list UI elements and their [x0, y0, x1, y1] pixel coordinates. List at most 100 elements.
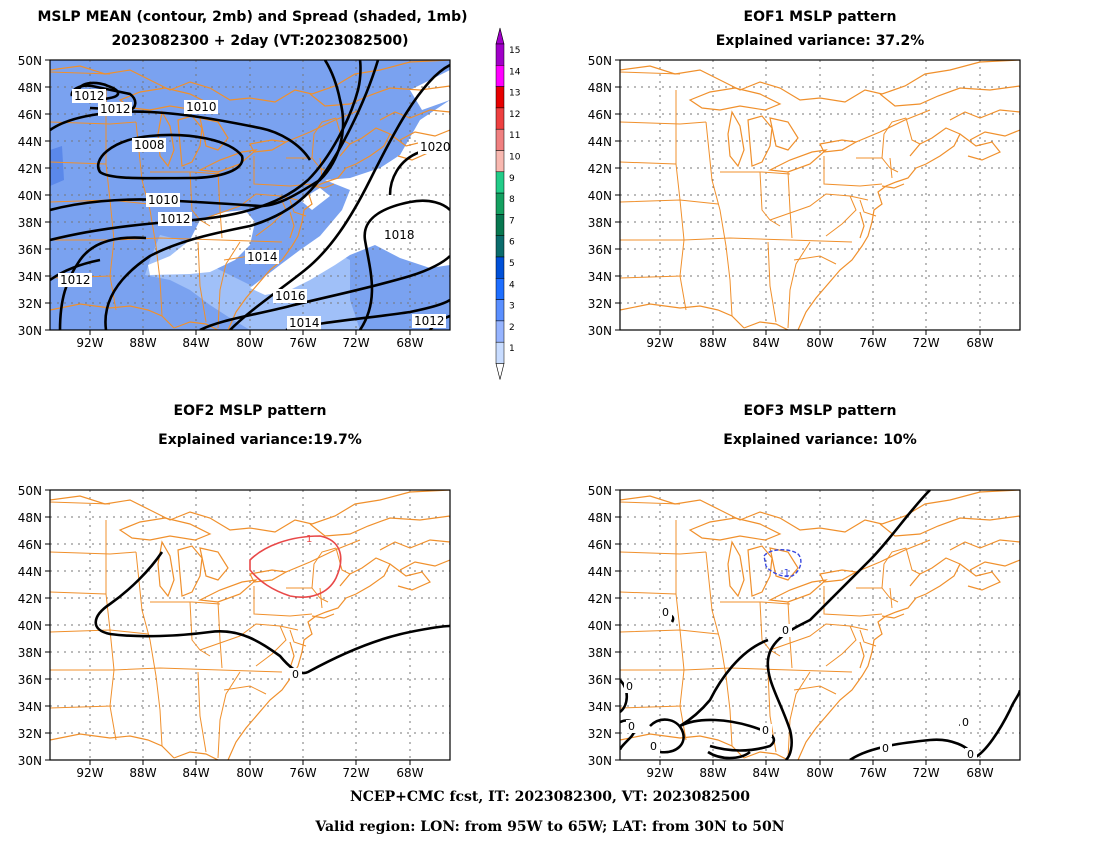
lat-tick-label: 32N [588, 297, 612, 311]
lat-tick-label: 42N [588, 162, 612, 176]
lon-tick-label: 80W [806, 766, 833, 780]
isobar-label: 1018 [384, 228, 415, 242]
colorbar-swatch [495, 150, 505, 173]
state-borders [50, 501, 351, 759]
colorbar-label: 6 [509, 238, 515, 248]
lon-tick-label: 84W [182, 766, 209, 780]
mslp-panel: 1012 1012 1010 1008 1010 1012 1014 1016 … [49, 59, 451, 331]
lat-tick-label: 38N [588, 646, 612, 660]
lon-tick-label: 92W [76, 336, 103, 350]
isobar-label: 1012 [160, 212, 191, 226]
lat-tick-label: 38N [588, 216, 612, 230]
lat-tick-label: 42N [588, 592, 612, 606]
mslp-title-line2: 2023082300 + 2day (VT:2023082500) [111, 33, 409, 49]
colorbar-swatch [495, 192, 505, 215]
lon-tick-label: 80W [806, 336, 833, 350]
eof3-panel: 0 0 0 0 0 0 0 0 0 -1 [619, 489, 1021, 761]
colorbar-label: 14 [509, 67, 521, 77]
colorbar-label: 13 [509, 89, 520, 99]
eof3-zero-label: 0 [626, 680, 633, 693]
lon-tick-label: 72W [342, 336, 369, 350]
lat-tick-label: 32N [18, 727, 42, 741]
colorbar-label: 2 [509, 323, 515, 333]
grid-lines [50, 490, 450, 760]
lat-tick-label: 36N [588, 673, 612, 687]
lat-tick-label: 42N [18, 162, 42, 176]
lat-tick-label: 30N [18, 324, 42, 338]
lat-tick-label: 44N [588, 565, 612, 579]
eof2-zero-label: 0 [292, 668, 299, 681]
lon-tick-label: 68W [966, 336, 993, 350]
lat-tick-label: 34N [588, 700, 612, 714]
lat-tick-label: 48N [588, 81, 612, 95]
lat-tick-label: 46N [588, 538, 612, 552]
colorbar-swatch [495, 235, 505, 258]
lon-tick-label: 72W [912, 766, 939, 780]
isobar-label: 1016 [275, 289, 306, 303]
lon-tick-label: 92W [646, 336, 673, 350]
lon-tick-label: 92W [646, 766, 673, 780]
colorbar-swatch [495, 299, 505, 322]
spread-level-4-shading [50, 146, 64, 186]
colorbar-swatch [495, 320, 505, 343]
lon-tick-label: 72W [342, 766, 369, 780]
grid-lines [620, 490, 1020, 760]
colorbar-label: 5 [509, 259, 515, 269]
lat-tick-label: 38N [18, 216, 42, 230]
lon-tick-label: 88W [699, 766, 726, 780]
eof1-title: EOF1 MSLP pattern [743, 9, 897, 25]
isobar-labels: 1012 1012 1010 1008 1010 1012 1014 1016 … [58, 89, 451, 330]
lat-tick-label: 44N [18, 565, 42, 579]
isobar-label: 1010 [148, 193, 179, 207]
colorbar-swatch [495, 171, 505, 194]
isobar-label: 1012 [414, 314, 445, 328]
eof2-zero-contour [94, 551, 450, 675]
lat-tick-label: 50N [18, 54, 42, 68]
lat-tick-label: 50N [588, 54, 612, 68]
lat-tick-label: 44N [18, 135, 42, 149]
eof3-zero-labels: 0 0 0 0 0 0 0 0 0 [624, 606, 977, 760]
lon-tick-label: 72W [912, 336, 939, 350]
lon-tick-label: 76W [289, 766, 316, 780]
eof2-variance: Explained variance:19.7% [158, 432, 362, 448]
grid-lines [620, 60, 1020, 330]
low-spread-region-maritime [410, 70, 450, 110]
low-spread-region-east [250, 100, 450, 295]
lat-tick-label: 50N [588, 484, 612, 498]
lat-tick-label: 46N [588, 108, 612, 122]
lat-tick-label: 30N [588, 324, 612, 338]
axis-labels: 50N 48N 46N 44N 42N 40N 38N 36N 34N 32N 30N 92W 88W 8… [18, 54, 994, 780]
lon-tick-label: 92W [76, 766, 103, 780]
colorbar-swatch [495, 341, 505, 364]
eof1-map [620, 60, 1020, 330]
colorbar-swatch [495, 128, 505, 151]
lat-tick-label: 50N [18, 484, 42, 498]
colorbar-bottom-arrow [495, 363, 505, 380]
colorbar-swatch [495, 278, 505, 300]
lat-tick-label: 40N [18, 619, 42, 633]
isobar-label: 1008 [134, 138, 165, 152]
lat-tick-label: 48N [18, 81, 42, 95]
lon-tick-label: 68W [396, 766, 423, 780]
lat-tick-label: 48N [18, 511, 42, 525]
isobar-label: 1010 [186, 100, 217, 114]
colorbar-swatch [495, 43, 505, 66]
lat-tick-label: 34N [18, 270, 42, 284]
lon-tick-label: 76W [859, 336, 886, 350]
grid-lines [50, 60, 450, 330]
mslp-map: 1012 1012 1010 1008 1010 1012 1014 1016 … [50, 60, 451, 330]
colorbar-label: 3 [509, 302, 515, 312]
lon-tick-label: 88W [129, 336, 156, 350]
lat-tick-label: 46N [18, 108, 42, 122]
colorbar-label: 7 [509, 216, 515, 226]
lat-tick-label: 40N [588, 189, 612, 203]
lon-tick-label: 80W [236, 336, 263, 350]
isobar-label: 1014 [289, 316, 320, 330]
lat-tick-label: 40N [18, 189, 42, 203]
colorbar-label: 11 [509, 131, 520, 141]
lat-tick-label: 48N [588, 511, 612, 525]
colorbar-top-arrow [495, 27, 505, 45]
colorbar-label: 8 [509, 195, 515, 205]
isobar-label: 1020 [420, 140, 451, 154]
